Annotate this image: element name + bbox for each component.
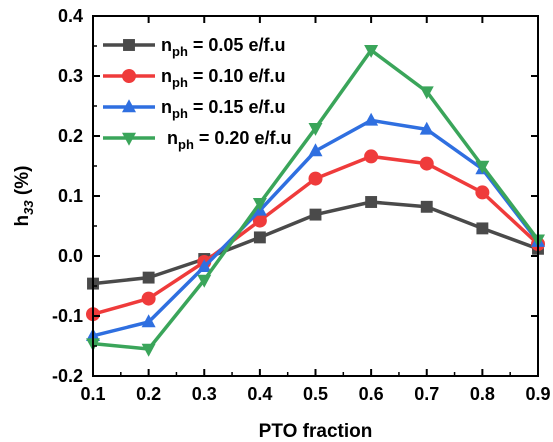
y-tick-label: 0.3 — [58, 66, 83, 86]
series-2-point — [141, 291, 156, 306]
legend-item-1: nph = 0.05 e/f.u — [103, 35, 285, 59]
legend-marker — [122, 99, 136, 113]
x-tick-label: 0.8 — [470, 384, 495, 404]
x-tick-label: 0.5 — [303, 384, 328, 404]
legend-item-3: nph = 0.15 e/f.u — [103, 97, 285, 121]
series-1 — [87, 196, 544, 290]
series-1-point — [420, 200, 433, 213]
legend-label-suffix: = 0.15 e/f.u — [188, 97, 286, 117]
series-4-point — [252, 197, 267, 211]
legend-label-main: n — [167, 128, 178, 148]
legend-label-sub: ph — [172, 44, 188, 59]
legend-label-main: n — [161, 97, 172, 117]
series-1-point — [309, 208, 322, 221]
y-axis-title-main: h — [12, 215, 33, 227]
plot-frame — [92, 15, 539, 377]
legend-marker — [122, 132, 136, 146]
y-tick-label: 0.1 — [58, 186, 83, 206]
x-tick-label: 0.3 — [192, 384, 217, 404]
legend-item-2: nph = 0.10 e/f.u — [103, 66, 285, 90]
y-tick-label: 0.2 — [58, 126, 83, 146]
legend-label: nph = 0.15 e/f.u — [161, 97, 285, 121]
legend-label-main: n — [161, 35, 172, 55]
series-1-point — [142, 271, 155, 284]
legend-label-suffix: = 0.20 e/f.u — [194, 128, 292, 148]
y-tick-label: -0.1 — [52, 306, 83, 326]
series-1-point — [476, 222, 489, 235]
series-2 — [86, 149, 545, 322]
series-4-point — [475, 160, 490, 174]
y-tick-label: 0.0 — [58, 246, 83, 266]
series-3-point — [308, 143, 323, 157]
series-2-point — [475, 185, 490, 200]
legend-label-sub: ph — [178, 137, 194, 152]
x-tick-label: 0.4 — [247, 384, 272, 404]
series-4-point — [419, 86, 434, 100]
legend-label-main: n — [161, 66, 172, 86]
axes-layer: 0.1 0.2 0.3 0.4 0.5 0.6 0.7 0.8 0.9 -0.2 -0.1 0.0 0.… — [52, 6, 551, 404]
legend-label-suffix: = 0.10 e/f.u — [188, 66, 286, 86]
y-axis-title: h33 (%) — [12, 166, 36, 227]
y-tick-label: -0.2 — [52, 366, 83, 386]
series-2-point — [364, 149, 379, 164]
x-tick-label: 0.9 — [525, 384, 550, 404]
series-2-point — [308, 171, 323, 186]
legend-label-suffix: = 0.05 e/f.u — [188, 35, 286, 55]
series-3-point — [419, 121, 434, 135]
legend-label-sub: ph — [172, 75, 188, 90]
series-4-point — [141, 343, 156, 357]
legend-label: nph = 0.05 e/f.u — [161, 35, 285, 59]
series-1-point — [253, 231, 266, 244]
series-1-point — [365, 196, 378, 208]
x-tick-label: 0.2 — [136, 384, 161, 404]
series-4-line — [92, 48, 540, 351]
y-axis-title-suffix: (%) — [12, 166, 33, 201]
legend-label: nph = 0.10 e/f.u — [161, 66, 285, 90]
series-layer — [86, 44, 545, 357]
legend-label-sub: ph — [172, 106, 188, 121]
series-3-point — [197, 259, 212, 273]
x-tick-label: 0.1 — [80, 384, 105, 404]
legend-marker — [122, 69, 136, 83]
series-3-point — [364, 112, 379, 126]
legend-label: nph = 0.20 e/f.u — [167, 128, 291, 152]
series-3-point — [141, 314, 156, 328]
series-2-point — [252, 213, 267, 228]
legend-item-4: nph = 0.20 e/f.u — [103, 128, 291, 152]
x-tick-label: 0.6 — [359, 384, 384, 404]
x-tick-label: 0.7 — [414, 384, 439, 404]
series-2-point — [419, 156, 434, 171]
legend-marker — [123, 39, 135, 51]
y-axis-title-sub: 33 — [21, 200, 36, 215]
x-axis-title: PTO fraction — [259, 421, 373, 442]
y-tick-label: 0.4 — [58, 6, 83, 26]
series-4-point — [364, 44, 379, 58]
series-4 — [86, 44, 545, 357]
series-4-point — [308, 122, 323, 136]
series-4-point — [197, 274, 212, 288]
